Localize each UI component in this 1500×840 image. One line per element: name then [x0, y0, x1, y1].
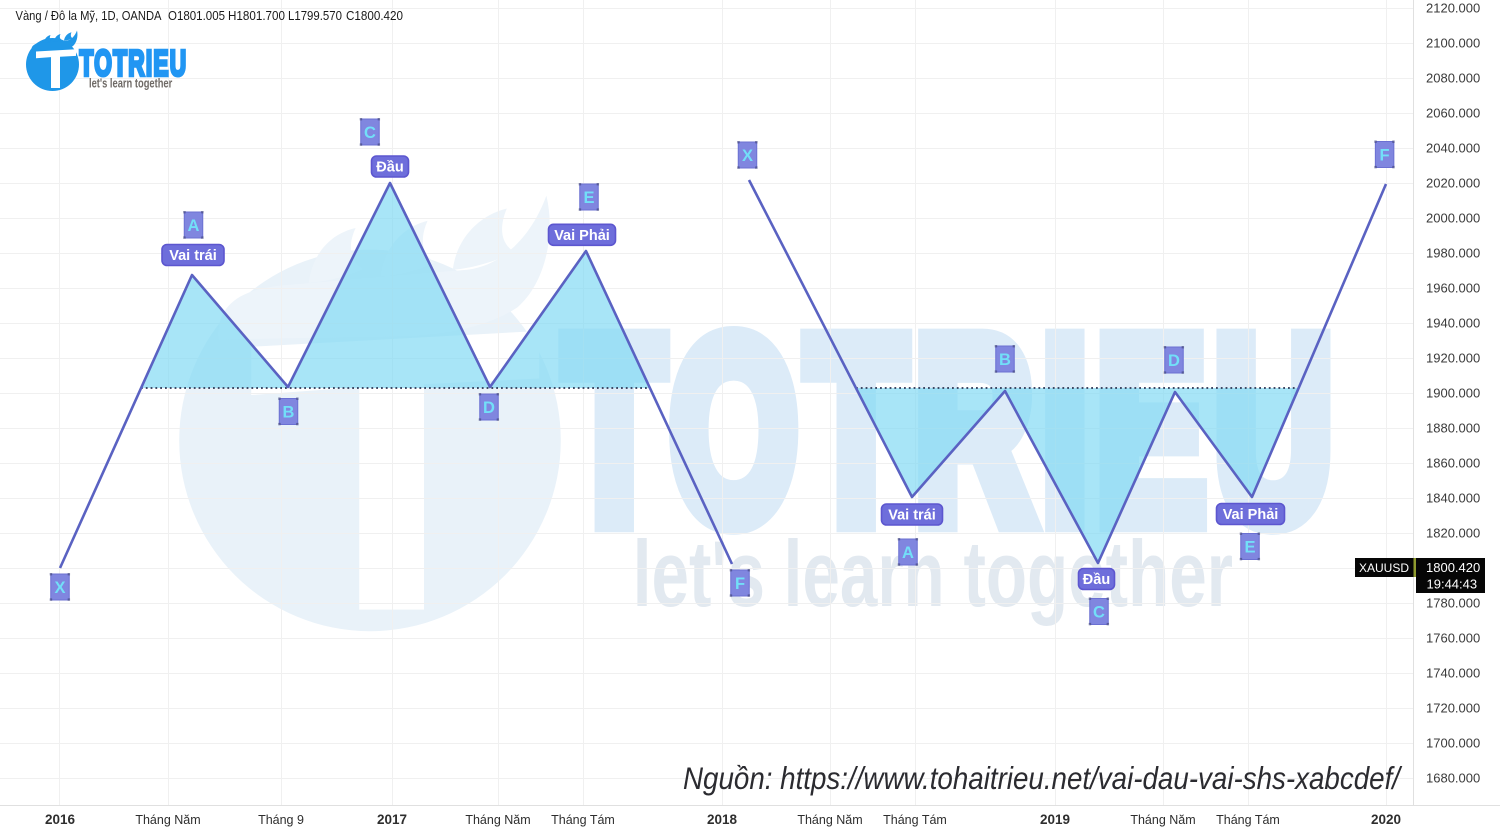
svg-text:E: E: [1244, 539, 1255, 557]
svg-text:Đầu: Đầu: [376, 160, 403, 176]
svg-text:Tháng Năm: Tháng Năm: [1130, 813, 1195, 827]
svg-text:1680.000: 1680.000: [1426, 771, 1480, 786]
svg-text:B: B: [999, 351, 1011, 369]
svg-text:2100.000: 2100.000: [1426, 36, 1480, 51]
svg-text:Tháng Tám: Tháng Tám: [551, 813, 615, 827]
svg-text:2000.000: 2000.000: [1426, 211, 1480, 226]
svg-text:1840.000: 1840.000: [1426, 491, 1480, 506]
svg-text:1960.000: 1960.000: [1426, 281, 1480, 296]
svg-text:Tháng Năm: Tháng Năm: [135, 813, 200, 827]
svg-text:1980.000: 1980.000: [1426, 246, 1480, 261]
svg-text:X: X: [54, 579, 65, 597]
svg-text:1900.000: 1900.000: [1426, 386, 1480, 401]
svg-text:1860.000: 1860.000: [1426, 456, 1480, 471]
svg-text:Vai Phải: Vai Phải: [554, 228, 610, 244]
svg-text:E: E: [583, 189, 594, 207]
svg-text:2016: 2016: [45, 812, 76, 827]
svg-text:C: C: [1093, 604, 1105, 622]
svg-text:F: F: [735, 575, 745, 593]
svg-text:Vàng / Đô la Mỹ, 1D, OANDA: Vàng / Đô la Mỹ, 1D, OANDA: [16, 9, 163, 23]
svg-text:B: B: [283, 404, 295, 422]
svg-text:Vai trái: Vai trái: [169, 248, 217, 264]
svg-text:D: D: [1168, 352, 1180, 370]
svg-text:2020: 2020: [1371, 812, 1401, 827]
svg-text:Tháng Năm: Tháng Năm: [465, 813, 530, 827]
svg-text:Tháng 9: Tháng 9: [258, 813, 304, 827]
svg-text:X: X: [742, 147, 753, 165]
svg-text:C: C: [364, 124, 376, 142]
svg-text:Nguồn: https://www.tohaitrieu.: Nguồn: https://www.tohaitrieu.net/vai-da…: [683, 760, 1403, 796]
svg-text:Tháng Tám: Tháng Tám: [1216, 813, 1280, 827]
svg-text:2040.000: 2040.000: [1426, 141, 1480, 156]
svg-text:1740.000: 1740.000: [1426, 666, 1480, 681]
svg-text:Đầu: Đầu: [1083, 572, 1110, 588]
svg-text:1920.000: 1920.000: [1426, 351, 1480, 366]
svg-text:D: D: [483, 399, 495, 417]
svg-text:19:44:43: 19:44:43: [1427, 576, 1478, 591]
svg-text:F: F: [1380, 147, 1390, 165]
svg-text:2080.000: 2080.000: [1426, 71, 1480, 86]
svg-text:A: A: [188, 217, 200, 235]
svg-text:2120.000: 2120.000: [1426, 1, 1480, 16]
svg-text:1700.000: 1700.000: [1426, 736, 1480, 751]
svg-text:TOTRIEU: TOTRIEU: [80, 44, 188, 83]
svg-text:let's learn together: let's learn together: [89, 77, 173, 91]
svg-text:Vai trái: Vai trái: [888, 508, 936, 524]
svg-text:Tháng Tám: Tháng Tám: [883, 813, 947, 827]
svg-text:2020.000: 2020.000: [1426, 176, 1480, 191]
svg-text:H1801.700: H1801.700: [228, 9, 285, 23]
svg-text:XAUUSD: XAUUSD: [1359, 561, 1409, 575]
svg-text:Vai Phải: Vai Phải: [1223, 507, 1279, 523]
svg-text:2019: 2019: [1040, 812, 1070, 827]
svg-text:2018: 2018: [707, 812, 738, 827]
svg-text:2017: 2017: [377, 812, 407, 827]
svg-text:1780.000: 1780.000: [1426, 596, 1480, 611]
svg-text:L1799.570: L1799.570: [288, 9, 342, 23]
svg-text:1800.420: 1800.420: [1426, 560, 1480, 575]
svg-text:1940.000: 1940.000: [1426, 316, 1480, 331]
svg-text:2060.000: 2060.000: [1426, 106, 1480, 121]
svg-text:A: A: [902, 544, 914, 562]
svg-text:Tháng Năm: Tháng Năm: [797, 813, 862, 827]
svg-text:C1800.420: C1800.420: [346, 9, 403, 23]
svg-text:1720.000: 1720.000: [1426, 701, 1480, 716]
svg-text:1880.000: 1880.000: [1426, 421, 1480, 436]
svg-text:1760.000: 1760.000: [1426, 631, 1480, 646]
svg-text:O1801.005: O1801.005: [168, 9, 225, 23]
svg-text:1820.000: 1820.000: [1426, 526, 1480, 541]
